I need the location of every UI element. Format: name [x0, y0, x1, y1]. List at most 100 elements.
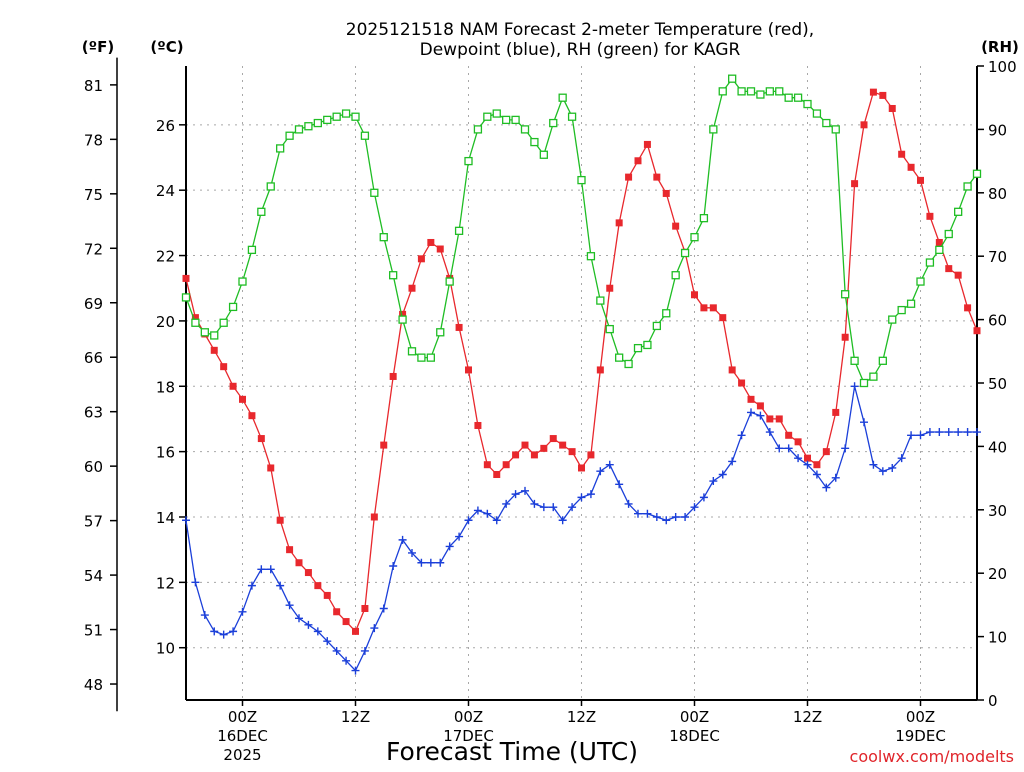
- dewpoint-point-29h: [455, 532, 464, 541]
- temperature-point-79h: [926, 212, 934, 220]
- temperature-point-49h: [643, 140, 651, 148]
- dewpoint-point-26h: [426, 558, 435, 567]
- temperature-point-13h: [304, 569, 312, 577]
- rh-point-8h: [257, 207, 266, 216]
- rh-tick-label-100: 100: [988, 58, 1017, 76]
- dewpoint-point-12h: [295, 614, 303, 623]
- rh-point-5h: [228, 302, 238, 312]
- rh-tick-label-60: 60: [988, 312, 1007, 330]
- dewpoint-point-77h: [907, 431, 916, 440]
- temperature-point-65h: [794, 438, 802, 446]
- temperature-point-50h: [653, 173, 661, 181]
- x-tick-label-date-78h: 19DEC: [895, 727, 946, 745]
- dewpoint-point-5h: [229, 627, 238, 636]
- dewpoint-point-36h: [521, 486, 529, 495]
- fahrenheit-tick-label-54: 54: [84, 567, 103, 585]
- temperature-point-42h: [578, 464, 585, 472]
- dewpoint-point-28h: [445, 542, 454, 551]
- rh-point-80h: [935, 245, 944, 255]
- rh-tick-label-0: 0: [988, 692, 998, 710]
- rh-point-43h: [586, 252, 596, 261]
- temperature-point-80h: [935, 238, 943, 246]
- data-series: [181, 74, 982, 675]
- rh-point-12h: [294, 125, 304, 134]
- dewpoint-point-63h: [775, 444, 784, 453]
- rh-point-72h: [859, 378, 869, 388]
- dewpoint-point-1h: [191, 578, 200, 587]
- rh-point-32h: [483, 112, 492, 121]
- temperature-point-25h: [417, 255, 425, 263]
- temperature-point-18h: [352, 627, 359, 635]
- temperature-point-38h: [540, 444, 548, 452]
- rh-point-44h: [596, 296, 605, 305]
- rh-point-66h: [803, 99, 812, 109]
- fahrenheit-tick-label-78: 78: [84, 131, 103, 149]
- temperature-point-14h: [314, 582, 322, 590]
- rh-point-3h: [210, 331, 219, 340]
- temperature-point-32h: [483, 461, 491, 469]
- temperature-point-16h: [333, 608, 341, 616]
- rh-point-65h: [793, 93, 803, 102]
- temperature-point-64h: [785, 431, 793, 439]
- rh-point-58h: [728, 74, 737, 83]
- rh-point-64h: [784, 93, 793, 102]
- rh-point-50h: [652, 321, 661, 331]
- temperature-point-81h: [945, 265, 953, 273]
- dewpoint-point-74h: [878, 467, 887, 476]
- dewpoint-point-62h: [765, 428, 774, 437]
- dewpoint-point-60h: [747, 408, 755, 417]
- dewpoint-point-64h: [784, 444, 793, 453]
- temperature-point-71h: [851, 180, 859, 188]
- rh-point-33h: [492, 109, 501, 118]
- rh-point-40h: [558, 93, 567, 102]
- temperature-point-20h: [370, 513, 378, 521]
- celsius-tick-label-12: 12: [156, 574, 175, 592]
- dewpoint-point-59h: [737, 431, 746, 440]
- temperature-point-73h: [869, 88, 877, 96]
- temperature-point-12h: [295, 559, 303, 567]
- dewpoint-point-23h: [398, 535, 407, 544]
- dewpoint-point-43h: [586, 490, 595, 499]
- temperature-point-22h: [389, 372, 397, 380]
- temperature-point-75h: [888, 104, 896, 112]
- dewpoint-point-69h: [831, 473, 840, 482]
- dewpoint-point-58h: [728, 457, 737, 466]
- temperature-point-59h: [738, 379, 746, 387]
- rh-point-71h: [850, 356, 859, 365]
- rh-point-74h: [878, 356, 887, 365]
- temperature-point-58h: [728, 366, 736, 374]
- rh-point-2h: [200, 328, 209, 337]
- x-tick-label-time-18h: 12Z: [341, 708, 370, 726]
- dewpoint-point-66h: [803, 460, 812, 469]
- dewpoint-point-78h: [916, 431, 925, 440]
- temperature-point-35h: [512, 451, 520, 459]
- fahrenheit-tick-label-63: 63: [84, 404, 103, 422]
- dewpoint-point-51h: [662, 516, 671, 525]
- dewpoint-point-79h: [925, 428, 934, 437]
- rh-point-25h: [417, 353, 426, 362]
- dewpoint-point-57h: [718, 470, 727, 479]
- rh-point-6h: [238, 277, 247, 286]
- dewpoint-point-13h: [304, 620, 313, 629]
- rh-point-84h: [972, 169, 982, 178]
- celsius-tick-label-20: 20: [156, 313, 175, 331]
- rh-point-75h: [888, 315, 897, 324]
- rh-point-55h: [699, 214, 709, 223]
- temperature-point-68h: [822, 448, 830, 456]
- rh-point-9h: [266, 182, 275, 191]
- rh-tick-label-80: 80: [988, 185, 1007, 203]
- dewpoint-point-49h: [643, 509, 652, 518]
- rh-tick-label-30: 30: [988, 502, 1007, 520]
- rh-series: [181, 74, 982, 388]
- temperature-point-54h: [691, 291, 698, 299]
- rh-point-83h: [963, 182, 972, 191]
- dewpoint-point-14h: [313, 627, 322, 636]
- temperature-point-46h: [615, 219, 623, 227]
- temperature-point-78h: [917, 176, 924, 184]
- dewpoint-point-61h: [756, 411, 765, 420]
- dewpoint-point-39h: [549, 503, 558, 512]
- temperature-point-74h: [879, 91, 887, 99]
- fahrenheit-axis-unit: (ºF): [82, 38, 114, 56]
- celsius-tick-label-10: 10: [156, 640, 175, 658]
- dewpoint-point-25h: [417, 558, 426, 567]
